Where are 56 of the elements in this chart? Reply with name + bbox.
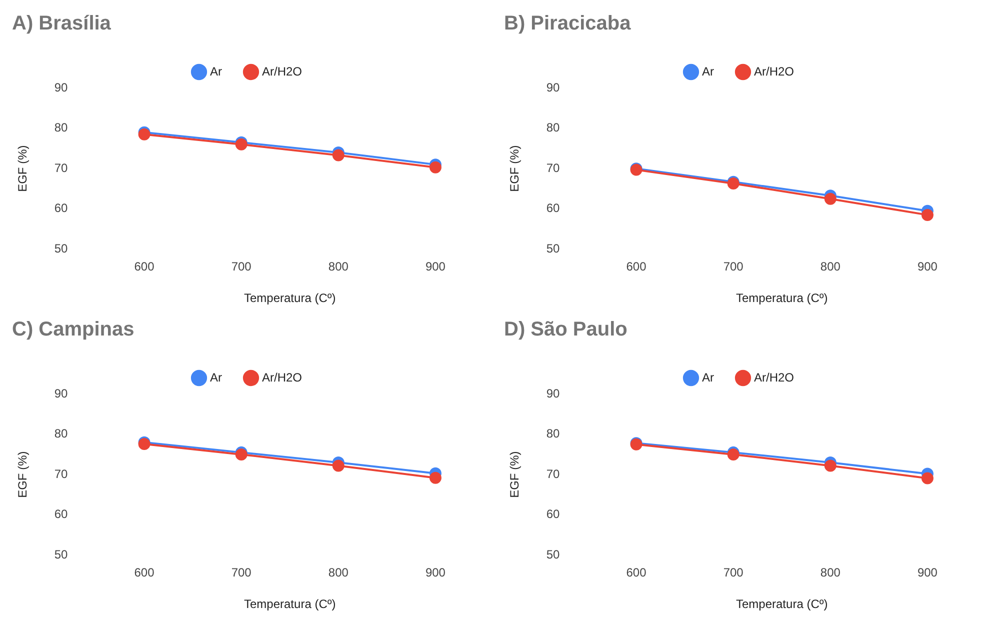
y-tick-label: 60	[54, 507, 68, 522]
x-tick-label: 600	[626, 566, 647, 580]
x-tick-label: 700	[231, 260, 252, 274]
y-tick-label: 70	[546, 160, 560, 175]
y-tick-label: 90	[546, 80, 560, 94]
legend-label: Ar	[210, 64, 222, 78]
x-tick-label: 900	[917, 260, 938, 274]
x-tick-label: 900	[425, 566, 446, 580]
x-tick-label: 800	[328, 566, 349, 580]
x-tick-label: 700	[231, 566, 252, 580]
x-tick-label: 700	[723, 566, 744, 580]
x-axis-title: Temperatura (Cº)	[244, 291, 336, 306]
x-tick-label: 900	[425, 260, 446, 274]
y-tick-label: 60	[546, 507, 560, 522]
x-tick-label: 800	[820, 566, 841, 580]
y-tick-label: 50	[546, 242, 560, 256]
y-axis-title: EGF (%)	[16, 451, 30, 498]
x-axis-title: Temperatura (Cº)	[736, 291, 828, 306]
y-axis-title: EGF (%)	[508, 451, 522, 498]
y-tick-label: 90	[54, 386, 68, 400]
x-tick-label: 600	[134, 260, 155, 274]
chart-title: A) Brasília	[12, 12, 112, 35]
y-tick-label: 70	[54, 160, 68, 175]
y-axis-title: EGF (%)	[16, 145, 30, 192]
legend-label: Ar	[702, 64, 714, 78]
y-tick-label: 70	[546, 466, 560, 481]
legend-label: Ar/H2O	[754, 370, 794, 384]
y-tick-label: 90	[546, 386, 560, 400]
y-tick-label: 80	[54, 426, 68, 441]
y-tick-label: 80	[546, 426, 560, 441]
legend-label: Ar/H2O	[262, 370, 302, 384]
y-tick-label: 80	[546, 120, 560, 135]
x-axis-title: Temperatura (Cº)	[244, 597, 336, 612]
x-tick-label: 700	[723, 260, 744, 274]
legend-label: Ar	[210, 370, 222, 384]
x-tick-label: 800	[328, 260, 349, 274]
legend-label: Ar/H2O	[754, 64, 794, 78]
y-axis-title: EGF (%)	[508, 145, 522, 192]
chart-title: D) São Paulo	[504, 318, 628, 341]
chart-title: B) Piracicaba	[504, 12, 632, 35]
chart-title: C) Campinas	[12, 318, 134, 341]
x-tick-label: 900	[917, 566, 938, 580]
y-tick-label: 50	[546, 548, 560, 562]
y-tick-label: 60	[54, 201, 68, 216]
y-tick-label: 60	[546, 201, 560, 216]
legend-label: Ar/H2O	[262, 64, 302, 78]
x-tick-label: 600	[626, 260, 647, 274]
x-axis-title: Temperatura (Cº)	[736, 597, 828, 612]
legend-label: Ar	[702, 370, 714, 384]
x-tick-label: 600	[134, 566, 155, 580]
y-tick-label: 50	[54, 242, 68, 256]
y-tick-label: 90	[54, 80, 68, 94]
y-tick-label: 70	[54, 466, 68, 481]
y-tick-label: 50	[54, 548, 68, 562]
x-tick-label: 800	[820, 260, 841, 274]
y-tick-label: 80	[54, 120, 68, 135]
